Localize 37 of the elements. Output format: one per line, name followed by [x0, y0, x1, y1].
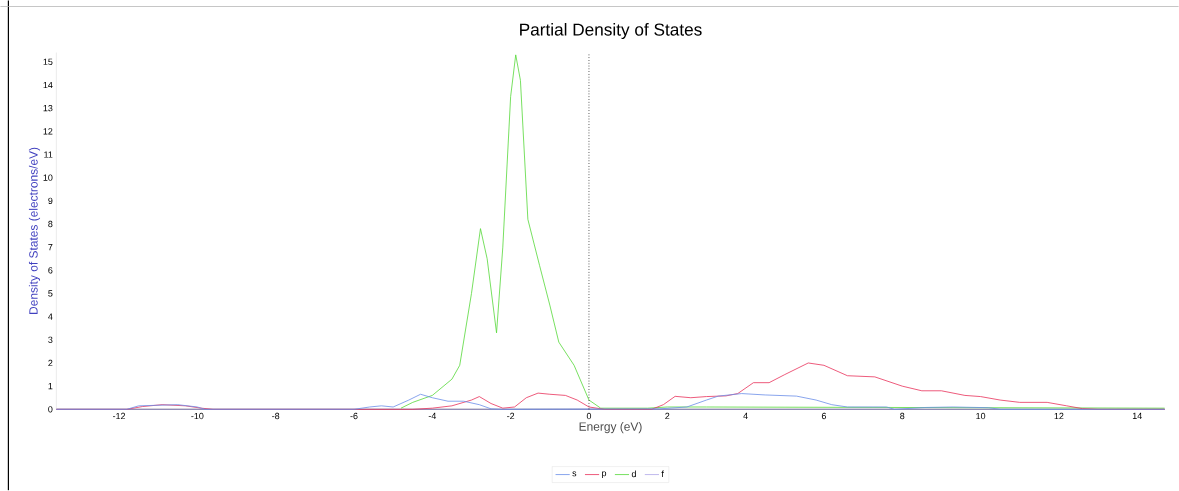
x-tick-label: 6	[821, 412, 827, 420]
x-tick-label: -10	[191, 412, 204, 420]
chart-title: Partial Density of States	[520, 23, 702, 40]
x-tick-label: 2	[665, 412, 670, 420]
y-axis-title: Density of States (electrons/eV)	[28, 147, 41, 315]
y-tick-label: 2	[48, 359, 53, 367]
legend-label: d	[631, 470, 636, 478]
x-tick-label: 12	[1054, 412, 1064, 420]
x-tick-label: 14	[1132, 412, 1142, 420]
legend-label: f	[661, 470, 664, 478]
y-tick-label: 14	[43, 81, 53, 89]
x-tick-label: 4	[743, 412, 748, 420]
x-tick-label: -6	[350, 412, 358, 420]
x-tick-label: 0	[586, 412, 592, 420]
y-tick-label: 4	[48, 313, 53, 320]
y-tick-label: 0	[48, 406, 53, 413]
y-tick-label: 1	[48, 383, 53, 390]
legend-label: s	[572, 471, 577, 477]
x-tick-label: -4	[428, 412, 437, 420]
x-tick-label: 10	[976, 412, 986, 420]
x-tick-label: -8	[272, 412, 280, 420]
y-tick-label: 5	[48, 290, 53, 297]
y-tick-label: 7	[48, 244, 53, 251]
y-tick-label: 9	[48, 197, 53, 205]
y-tick-label: 12	[43, 128, 53, 135]
legend-label: p	[602, 471, 607, 479]
y-tick-label: 15	[43, 58, 53, 66]
x-tick-label: -2	[507, 412, 515, 420]
y-tick-label: 13	[43, 105, 53, 112]
y-tick-label: 8	[48, 220, 53, 228]
y-tick-label: 3	[48, 336, 53, 344]
y-tick-label: 10	[43, 174, 53, 181]
x-tick-label: -12	[112, 412, 126, 420]
y-tick-label: 11	[44, 151, 53, 158]
y-tick-label: 6	[48, 267, 53, 274]
x-tick-label: 8	[900, 412, 905, 420]
x-axis-title: Energy (eV)	[579, 422, 642, 434]
